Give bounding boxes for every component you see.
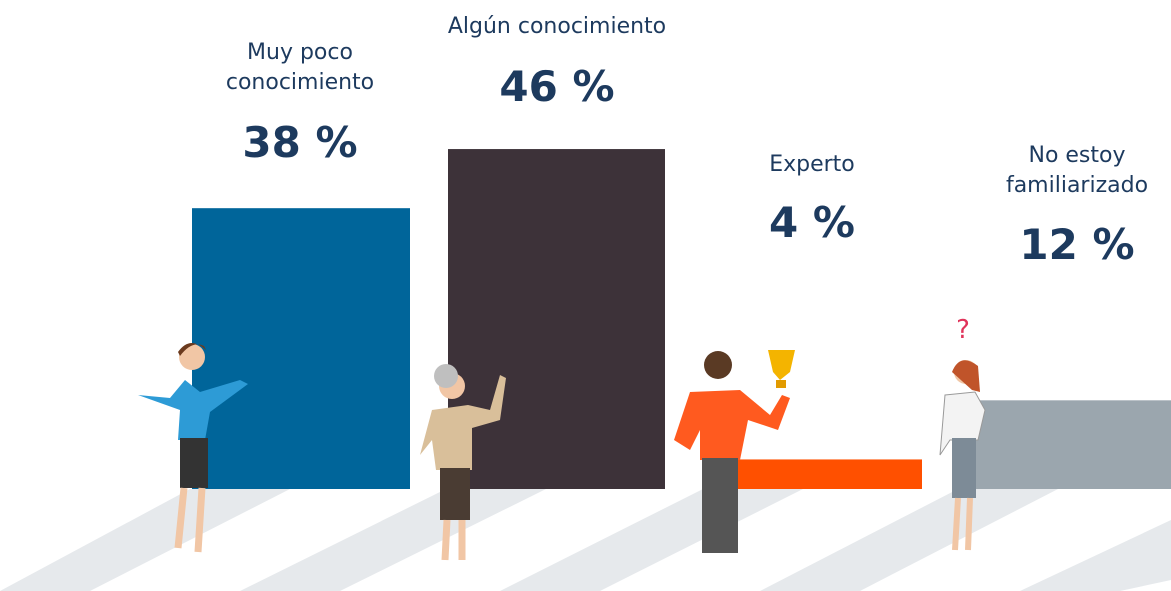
bar <box>960 400 1171 489</box>
value-label: 4 % <box>712 198 912 248</box>
value-label: 38 % <box>200 118 400 168</box>
bar <box>192 208 410 489</box>
category-label: Muy poco conocimiento <box>200 38 400 98</box>
category-label: Experto <box>712 150 912 180</box>
category-label: No estoy familiarizado <box>987 141 1167 201</box>
value-label: 12 % <box>977 220 1171 270</box>
value-label: 46 % <box>457 62 657 112</box>
page: {"chart_data": {"type": "bar", "categori… <box>0 0 1171 591</box>
category-label: Algún conocimiento <box>397 12 717 42</box>
bar <box>448 149 665 489</box>
question-mark: ? <box>956 315 970 345</box>
